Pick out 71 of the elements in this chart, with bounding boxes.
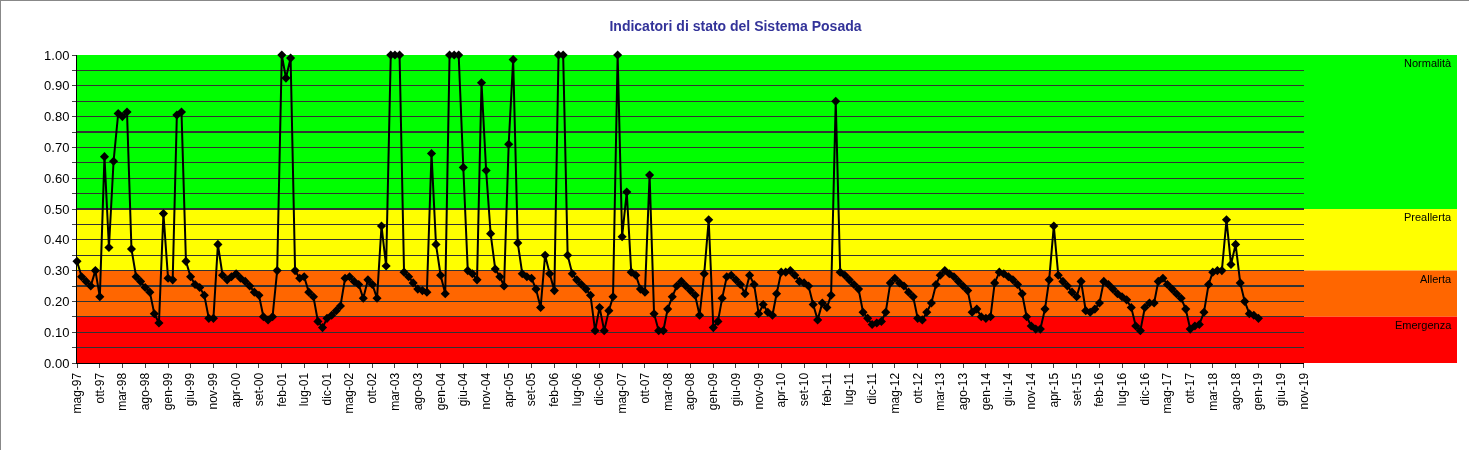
x-tick-label: feb-01 xyxy=(274,372,289,407)
y-tick-label: 1.00 xyxy=(44,47,70,63)
x-tick-label: mar-18 xyxy=(1205,372,1220,411)
band-label: Allerta xyxy=(1420,273,1453,285)
x-tick-label: ago-13 xyxy=(955,372,970,411)
x-tick-label: gen-99 xyxy=(160,372,175,411)
x-tick-label: apr-05 xyxy=(501,372,516,408)
x-tick-label: mar-03 xyxy=(387,372,402,411)
x-tick-label: apr-00 xyxy=(229,372,244,408)
x-tick-label: ott-07 xyxy=(637,372,652,404)
band-label: Normalità xyxy=(1404,57,1452,69)
y-tick-label: 0.60 xyxy=(44,170,70,186)
y-tick-label: 0.00 xyxy=(44,355,70,371)
x-tick-label: ott-02 xyxy=(365,372,380,404)
x-tick-label: mag-97 xyxy=(69,372,84,414)
x-tick-label: ago-18 xyxy=(1228,372,1243,411)
x-tick-label: giu-14 xyxy=(1001,372,1016,407)
x-tick-label: lug-11 xyxy=(842,372,857,406)
x-tick-label: giu-19 xyxy=(1273,372,1288,407)
x-tick-label: ago-03 xyxy=(410,372,425,411)
x-tick-label: dic-06 xyxy=(592,372,607,406)
band-label: Preallerta xyxy=(1404,211,1452,223)
x-tick-label: set-10 xyxy=(796,372,811,407)
y-tick-label: 0.90 xyxy=(44,78,70,94)
x-tick-label: ott-17 xyxy=(1183,372,1198,404)
x-tick-label: apr-10 xyxy=(774,372,789,408)
x-tick-label: gen-19 xyxy=(1251,372,1266,411)
x-tick-label: giu-99 xyxy=(183,372,198,407)
chart-title: Indicatori di stato del Sistema Posada xyxy=(609,18,862,35)
x-tick-label: ago-08 xyxy=(683,372,698,411)
x-tick-label: mar-13 xyxy=(933,372,948,411)
y-tick-label: 0.80 xyxy=(44,109,70,125)
x-tick-label: mag-17 xyxy=(1160,372,1175,414)
x-tick-label: nov-09 xyxy=(751,372,766,410)
x-tick-label: set-00 xyxy=(251,372,266,407)
x-tick-label: dic-11 xyxy=(865,372,880,405)
x-tick-label: ott-97 xyxy=(92,372,107,404)
x-tick-label: dic-01 xyxy=(319,372,334,406)
x-tick-label: feb-16 xyxy=(1092,372,1107,407)
x-tick-label: nov-14 xyxy=(1024,372,1039,410)
x-tick-label: set-05 xyxy=(524,372,539,407)
x-tick-label: mag-07 xyxy=(615,372,630,414)
x-tick-label: mag-02 xyxy=(342,372,357,414)
x-tick-label: gen-14 xyxy=(978,372,993,411)
x-tick-label: lug-16 xyxy=(1114,372,1129,407)
band-label: Emergenza xyxy=(1395,319,1453,331)
y-tick-label: 0.20 xyxy=(44,293,70,309)
x-tick-label: giu-09 xyxy=(728,372,743,407)
x-tick-label: nov-04 xyxy=(479,372,494,410)
x-tick-label: feb-11 xyxy=(819,372,834,406)
x-tick-label: feb-06 xyxy=(547,372,562,407)
y-tick-label: 0.70 xyxy=(44,139,70,155)
x-tick-label: gen-09 xyxy=(706,372,721,411)
x-tick-label: mag-12 xyxy=(887,372,902,414)
x-tick-label: nov-19 xyxy=(1296,372,1311,410)
x-tick-label: ott-12 xyxy=(910,372,925,404)
y-tick-label: 0.30 xyxy=(44,263,70,279)
x-tick-label: giu-04 xyxy=(456,372,471,407)
x-tick-label: apr-15 xyxy=(1046,372,1061,408)
x-tick-label: dic-16 xyxy=(1137,372,1152,406)
x-tick-label: set-15 xyxy=(1069,372,1084,407)
y-tick-label: 0.10 xyxy=(44,324,70,340)
x-tick-label: lug-06 xyxy=(569,372,584,407)
x-tick-label: lug-01 xyxy=(297,372,312,407)
x-tick-label: mar-98 xyxy=(115,372,130,411)
y-tick-label: 0.50 xyxy=(44,201,70,217)
x-tick-label: nov-99 xyxy=(206,372,221,410)
x-tick-label: gen-04 xyxy=(433,372,448,411)
y-tick-label: 0.40 xyxy=(44,232,70,248)
x-tick-label: ago-98 xyxy=(138,372,153,411)
x-tick-label: mar-08 xyxy=(660,372,675,411)
